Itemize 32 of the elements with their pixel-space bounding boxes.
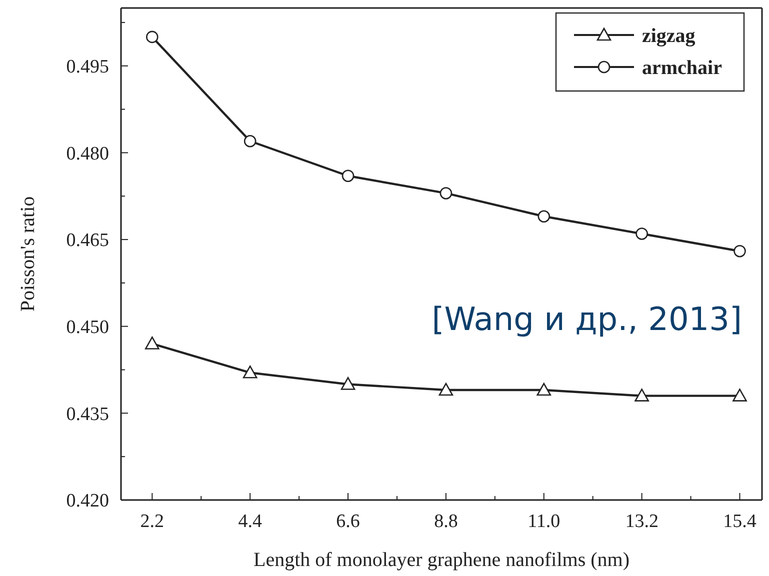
point (636, 228, 648, 240)
x-tick-label: 11.0 (528, 511, 560, 532)
y-tick-label: 0.495 (66, 56, 109, 78)
x-axis-title: Length of monolayer graphene nanofilms (nm) (254, 549, 630, 571)
legend-label: zigzag (642, 25, 696, 47)
point (340, 377, 356, 390)
y-tick-label: 0.420 (66, 490, 109, 512)
annotation: [Wang и др., 2013] (432, 300, 742, 338)
point (146, 30, 158, 44)
point (734, 244, 746, 258)
point (438, 382, 454, 396)
x-tick-label: 4.4 (238, 511, 262, 532)
x-tick-label: 15.4 (723, 511, 757, 532)
legend-label: armchair (642, 57, 722, 79)
point (538, 210, 550, 223)
y-tick-label: 0.480 (66, 143, 109, 164)
point (732, 388, 747, 402)
y-tick-label: 0.465 (66, 230, 109, 252)
x-tick-label: 8.8 (434, 511, 458, 532)
y-tick-label: 0.450 (66, 317, 109, 338)
point (634, 388, 649, 402)
point (440, 187, 452, 200)
point (242, 366, 258, 378)
x-tick-label: 13.2 (625, 511, 658, 532)
point (145, 336, 160, 350)
x-tick-label: 6.6 (336, 511, 360, 532)
point (536, 382, 552, 396)
y-tick-label: 0.435 (66, 404, 109, 425)
y-axis-title: Poisson's ratio (17, 196, 39, 312)
point (342, 170, 354, 182)
x-tick-label: 2.2 (140, 511, 164, 532)
point (244, 134, 256, 148)
